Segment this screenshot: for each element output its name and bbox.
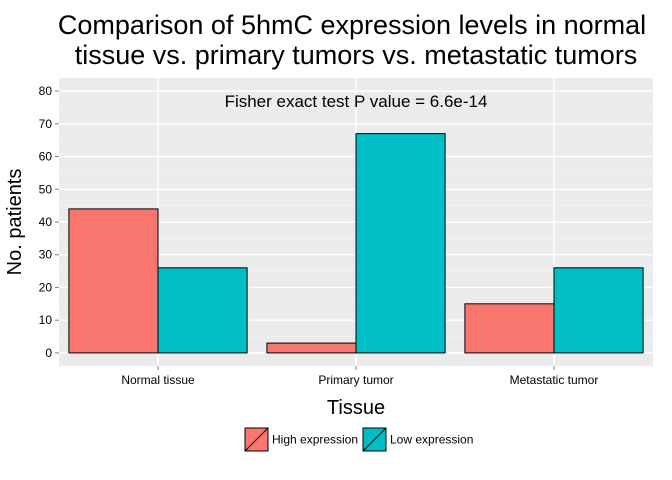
- x-tick-label: Primary tumor: [318, 373, 393, 387]
- legend-item-high-expression: High expression: [244, 427, 358, 452]
- x-axis-title: Tissue: [327, 397, 385, 419]
- y-tick-label: 80: [39, 84, 53, 98]
- y-tick-label: 60: [39, 150, 53, 164]
- legend-key-slash: [244, 427, 269, 452]
- bar-low-expression-normal-tissue: [157, 267, 248, 354]
- bar-low-expression-primary-tumor: [355, 133, 446, 354]
- bar-high-expression-normal-tissue: [68, 208, 159, 354]
- y-tick-label: 40: [39, 215, 53, 229]
- chart-title-line-1: Comparison of 5hmC expression levels in …: [58, 10, 646, 40]
- bars: [68, 133, 644, 354]
- legend: High expression Low expression: [244, 427, 473, 452]
- legend-label: Low expression: [390, 433, 473, 447]
- x-axis-ticks: Normal tissue Primary tumor Metastatic tum…: [121, 366, 598, 387]
- y-tick-label: 10: [39, 313, 53, 327]
- x-tick-label: Metastatic tumor: [510, 373, 599, 387]
- bar-low-expression-metastatic-tumor: [553, 267, 644, 354]
- y-tick-label: 30: [39, 248, 53, 262]
- bar-high-expression-metastatic-tumor: [464, 303, 555, 354]
- y-tick-label: 70: [39, 117, 53, 131]
- y-tick-label: 20: [39, 280, 53, 294]
- y-tick-label: 50: [39, 182, 53, 196]
- bar-high-expression-primary-tumor: [266, 342, 357, 354]
- y-tick-label: 0: [45, 346, 52, 360]
- y-axis-ticks: 0 10 20 30 40 50 60 70 80: [39, 84, 59, 360]
- legend-label: High expression: [272, 433, 358, 447]
- fisher-test-annotation: Fisher exact test P value = 6.6e-14: [225, 92, 488, 111]
- legend-key-slash: [362, 427, 387, 452]
- legend-item-low-expression: Low expression: [362, 427, 473, 452]
- y-axis-title: No. patients: [4, 169, 26, 276]
- chart-title-line-2: tissue vs. primary tumors vs. metastatic…: [75, 40, 638, 70]
- x-tick-label: Normal tissue: [121, 373, 195, 387]
